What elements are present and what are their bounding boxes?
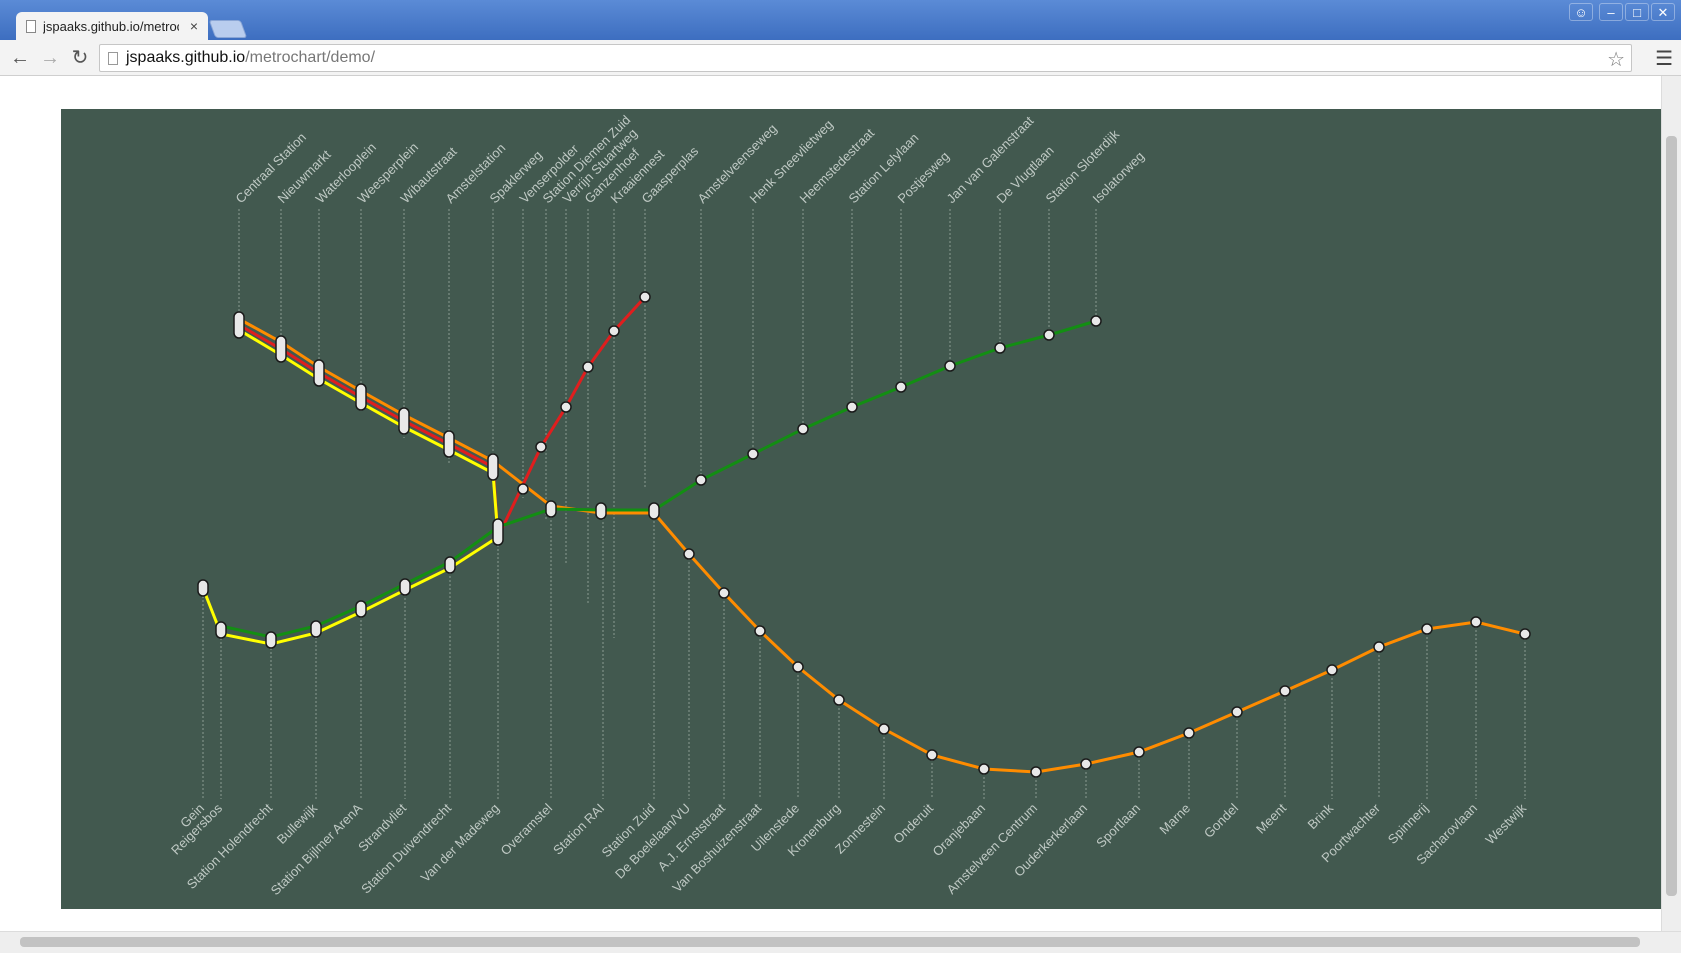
station-marker-station-sloterdijk[interactable] (1043, 329, 1055, 341)
station-marker-sacharovlaan[interactable] (1470, 616, 1482, 628)
station-marker-centraal-station[interactable] (233, 311, 245, 339)
guide-lines (202, 209, 1526, 799)
station-marker-overamstel[interactable] (545, 500, 557, 518)
browser-toolbar: ← → ↻ jspaaks.github.io/metrochart/demo/… (0, 40, 1681, 76)
station-marker-meent[interactable] (1279, 685, 1291, 697)
station-marker-heemstedestraat[interactable] (797, 423, 809, 435)
vertical-scrollbar[interactable] (1661, 76, 1681, 931)
station-marker-isolatorweg[interactable] (1090, 315, 1102, 327)
station-marker-verrijn-stuartweg[interactable] (560, 401, 572, 413)
back-icon[interactable]: ← (10, 47, 30, 69)
horizontal-scroll-thumb[interactable] (20, 937, 1640, 947)
url-host: jspaaks.github.io (126, 49, 246, 66)
station-marker-reigersbos[interactable] (215, 621, 227, 639)
station-marker-gein[interactable] (197, 579, 209, 597)
station-marker-spinnerij[interactable] (1421, 623, 1433, 635)
station-marker-ouderkerkerlaan[interactable] (1080, 758, 1092, 770)
tab-close-icon[interactable]: × (189, 18, 198, 34)
horizontal-scrollbar[interactable] (0, 931, 1681, 953)
station-marker-van-der-madeweg[interactable] (492, 518, 504, 546)
station-marker-westwijk[interactable] (1519, 628, 1531, 640)
station-marker-zonnestein[interactable] (878, 723, 890, 735)
station-marker-amstelstation[interactable] (443, 430, 455, 458)
station-marker-poortwachter[interactable] (1373, 641, 1385, 653)
station-marker-de-vlugtlaan[interactable] (994, 342, 1006, 354)
forward-icon[interactable]: → (40, 47, 60, 69)
station-marker-uilenstede[interactable] (792, 661, 804, 673)
station-marker-spaklerweg[interactable] (487, 453, 499, 481)
station-marker-brink[interactable] (1326, 664, 1338, 676)
station-marker-van-boshuizenstraat[interactable] (754, 625, 766, 637)
station-marker-nieuwmarkt[interactable] (275, 335, 287, 363)
station-marker-amstelveenseweg[interactable] (695, 474, 707, 486)
station-marker-station-lelylaan[interactable] (846, 401, 858, 413)
station-marker-waterlooplein[interactable] (313, 359, 325, 387)
station-marker-a-j-ernststraat[interactable] (718, 587, 730, 599)
station-marker-ganzenhoef[interactable] (582, 361, 594, 373)
station-marker-postjesweg[interactable] (895, 381, 907, 393)
station-marker-weesperplein[interactable] (355, 383, 367, 411)
station-marker-sportlaan[interactable] (1133, 746, 1145, 758)
station-markers (197, 291, 1531, 778)
station-marker-oranjebaan[interactable] (978, 763, 990, 775)
chart-background (61, 109, 1661, 909)
metro-chart-svg: Centraal StationNieuwmarktWaterloopleinW… (61, 109, 1661, 909)
station-marker-gondel[interactable] (1231, 706, 1243, 718)
vertical-scroll-thumb[interactable] (1666, 136, 1677, 896)
station-marker-de-boelelaan-vu[interactable] (683, 548, 695, 560)
metro-chart: Centraal Station Nieuwmarkt Waterlooplein W… (61, 109, 1661, 909)
station-marker-station-holendrecht[interactable] (265, 631, 277, 649)
station-marker-station-rai[interactable] (595, 502, 607, 520)
station-marker-jan-van-galenstraat[interactable] (944, 360, 956, 372)
station-marker-station-diemen-zuid[interactable] (535, 441, 547, 453)
station-marker-station-duivendrecht[interactable] (444, 556, 456, 574)
address-bar[interactable]: jspaaks.github.io/metrochart/demo/ ☆ (99, 44, 1632, 72)
station-marker-kraaiennest[interactable] (608, 325, 620, 337)
maximize-icon[interactable]: □ (1625, 3, 1649, 21)
page-icon (26, 19, 36, 33)
new-tab-button[interactable] (208, 20, 248, 38)
station-marker-wibautstraat[interactable] (398, 407, 410, 435)
station-marker-station-bijlmer-arena[interactable] (355, 600, 367, 618)
menu-icon[interactable]: ☰ (1655, 48, 1673, 70)
page-icon (108, 51, 118, 65)
station-marker-bullewijk[interactable] (310, 620, 322, 638)
reload-icon[interactable]: ↻ (71, 47, 89, 69)
close-icon[interactable]: ✕ (1651, 3, 1675, 21)
station-marker-kronenburg[interactable] (833, 694, 845, 706)
tab-title: jspaaks.github.io/metrochart/demo/ (43, 18, 179, 34)
station-marker-marne[interactable] (1183, 727, 1195, 739)
browser-tab[interactable]: jspaaks.github.io/metrochart/demo/ × (16, 12, 208, 40)
browser-titlebar: jspaaks.github.io/metrochart/demo/ × ☺ –… (0, 0, 1681, 40)
minimize-icon[interactable]: – (1599, 3, 1623, 21)
station-marker-strandvliet[interactable] (399, 578, 411, 596)
station-marker-onderuit[interactable] (926, 749, 938, 761)
url-path: /metrochart/demo/ (245, 49, 376, 66)
star-icon[interactable]: ☆ (1607, 49, 1625, 71)
station-marker-station-zuid[interactable] (648, 502, 660, 520)
station-marker-gaasperplas[interactable] (639, 291, 651, 303)
station-marker-amstelveen-centrum[interactable] (1030, 766, 1042, 778)
user-icon[interactable]: ☺ (1569, 3, 1593, 21)
station-marker-venserpolder[interactable] (517, 483, 529, 495)
station-marker-henk-sneevlietweg[interactable] (747, 448, 759, 460)
